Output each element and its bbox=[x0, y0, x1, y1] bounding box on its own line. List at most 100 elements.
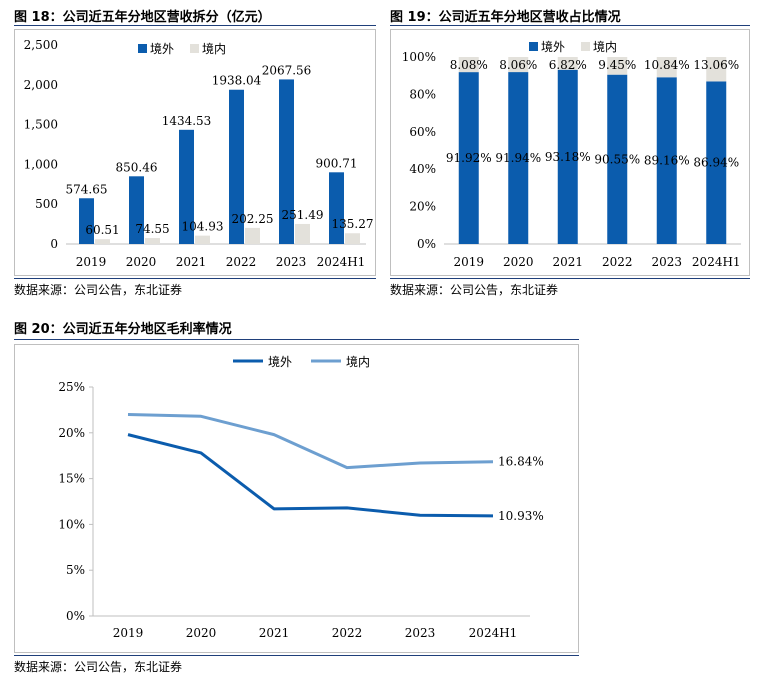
fig20-x-tick-label: 2019 bbox=[113, 626, 144, 640]
fig19-x-tick-label: 2023 bbox=[651, 255, 682, 269]
fig20-legend-label: 境内 bbox=[346, 354, 370, 369]
fig19-legend-label: 境内 bbox=[593, 39, 617, 54]
fig19-data-label: 90.55% bbox=[594, 152, 640, 166]
fig19-data-label: 93.18% bbox=[545, 150, 591, 164]
fig19-data-label: 91.92% bbox=[446, 151, 492, 165]
fig20-series-line-overseas bbox=[127, 433, 494, 518]
fig18-y-tick-label: 500 bbox=[35, 197, 58, 211]
fig19-source-rule bbox=[390, 278, 750, 279]
fig18-chart-frame bbox=[14, 29, 376, 276]
fig19-y-tick-label: 0% bbox=[417, 237, 436, 251]
fig19-x-tick-label: 2022 bbox=[602, 255, 633, 269]
fig18-data-label: 900.71 bbox=[316, 156, 358, 170]
fig19-data-label: 13.06% bbox=[693, 58, 739, 72]
fig19-chart-frame bbox=[390, 29, 750, 276]
fig18-x-tick-label: 2023 bbox=[276, 255, 307, 269]
fig19-bar-overseas bbox=[458, 72, 479, 245]
fig19-y-tick-label: 60% bbox=[409, 125, 436, 139]
fig18-data-label: 202.25 bbox=[232, 212, 274, 226]
fig18-x-tick-label: 2022 bbox=[226, 255, 257, 269]
fig18-bar-overseas bbox=[79, 198, 94, 244]
fig19-bar-overseas bbox=[557, 69, 578, 244]
fig18-y-tick-label: 1,500 bbox=[24, 118, 58, 132]
fig19-y-tick-label: 20% bbox=[409, 200, 436, 214]
fig18-x-tick-label: 2021 bbox=[176, 255, 207, 269]
fig20-end-label: 16.84% bbox=[498, 455, 544, 469]
fig20-source: 数据来源：公司公告，东北证券 bbox=[14, 660, 183, 674]
fig19-legend-label: 境外 bbox=[541, 39, 565, 54]
fig19-x-tick-label: 2024H1 bbox=[692, 255, 741, 269]
fig19-bar-overseas bbox=[656, 77, 677, 244]
fig19-data-label: 6.82% bbox=[549, 58, 587, 72]
fig20-y-tick-label: 15% bbox=[58, 472, 85, 486]
fig19-bar-overseas bbox=[508, 72, 529, 244]
fig20-x-tick-label: 2021 bbox=[259, 626, 290, 640]
fig20-y-tick-label: 20% bbox=[58, 426, 85, 440]
fig18-title: 图 18：公司近五年分地区营收拆分（亿元） bbox=[14, 10, 271, 25]
fig19-bar-overseas bbox=[706, 81, 727, 244]
fig19-data-label: 9.45% bbox=[598, 58, 636, 72]
fig18-title-rule bbox=[14, 25, 376, 26]
fig20-source-rule bbox=[14, 655, 579, 656]
fig18-legend-label: 境外 bbox=[150, 41, 174, 56]
fig19-data-label: 8.08% bbox=[450, 58, 488, 72]
fig19-y-tick-label: 80% bbox=[409, 87, 436, 101]
fig18-x-tick-label: 2019 bbox=[76, 255, 107, 269]
fig18-x-tick-label: 2020 bbox=[126, 255, 157, 269]
fig19-x-tick-label: 2021 bbox=[552, 255, 583, 269]
fig20-y-tick-label: 0% bbox=[66, 609, 85, 623]
fig20-series-line-domestic bbox=[127, 412, 494, 470]
fig20-x-tick-label: 2023 bbox=[405, 626, 436, 640]
fig18-bar-domestic bbox=[345, 233, 360, 244]
fig20-title-rule bbox=[14, 339, 579, 340]
fig19-source: 数据来源：公司公告，东北证券 bbox=[390, 283, 559, 297]
fig18-data-label: 104.93 bbox=[182, 220, 224, 234]
fig19-legend-swatch bbox=[581, 42, 590, 51]
fig19-data-label: 89.16% bbox=[644, 154, 690, 168]
fig18-bar-overseas bbox=[329, 172, 344, 244]
fig18-bar-domestic bbox=[145, 238, 160, 244]
fig18-legend-label: 境内 bbox=[202, 41, 226, 56]
fig18-source-rule bbox=[14, 278, 376, 279]
fig19-bar-domestic bbox=[607, 57, 628, 75]
fig18-data-label: 251.49 bbox=[282, 208, 324, 222]
fig20-title: 图 20：公司近五年分地区毛利率情况 bbox=[14, 322, 232, 337]
fig18-y-tick-label: 2,500 bbox=[24, 38, 58, 52]
fig18-data-label: 74.55 bbox=[135, 222, 169, 236]
fig18-bar-domestic bbox=[95, 239, 110, 244]
fig19-y-tick-label: 100% bbox=[402, 50, 436, 64]
fig20-y-tick-label: 5% bbox=[66, 563, 85, 577]
fig19-data-label: 91.94% bbox=[495, 151, 541, 165]
fig20-x-tick-label: 2022 bbox=[332, 626, 363, 640]
fig19-x-tick-label: 2020 bbox=[503, 255, 534, 269]
fig18-data-label: 574.65 bbox=[66, 182, 108, 196]
fig19-bar-domestic bbox=[557, 57, 578, 70]
fig19-data-label: 8.06% bbox=[499, 58, 537, 72]
fig20-y-tick-label: 25% bbox=[58, 380, 85, 394]
fig18-data-label: 850.46 bbox=[116, 160, 158, 174]
fig18-bar-overseas bbox=[229, 89, 244, 244]
fig18-source: 数据来源：公司公告，东北证券 bbox=[14, 283, 183, 297]
fig19-x-tick-label: 2019 bbox=[453, 255, 484, 269]
fig18-data-label: 1938.04 bbox=[212, 74, 262, 88]
fig19-bar-domestic bbox=[656, 57, 677, 78]
fig18-data-label: 2067.56 bbox=[262, 63, 312, 77]
fig18-y-tick-label: 1,000 bbox=[24, 157, 58, 171]
fig18-bar-overseas bbox=[179, 129, 194, 244]
fig18-legend-swatch bbox=[138, 44, 147, 53]
fig18-bar-domestic bbox=[245, 227, 260, 244]
fig19-bar-domestic bbox=[458, 57, 479, 73]
fig19-bar-overseas bbox=[607, 74, 628, 244]
fig19-legend-swatch bbox=[529, 42, 538, 51]
fig19-title: 图 19：公司近五年分地区营收占比情况 bbox=[390, 10, 621, 25]
fig19-data-label: 10.84% bbox=[644, 58, 690, 72]
fig19-bar-domestic bbox=[706, 57, 727, 82]
fig18-data-label: 60.51 bbox=[85, 223, 119, 237]
fig19-data-label: 86.94% bbox=[693, 156, 739, 170]
fig18-y-tick-label: 0 bbox=[50, 237, 58, 251]
fig20-x-tick-label: 2020 bbox=[186, 626, 217, 640]
fig19-title-rule bbox=[390, 25, 750, 26]
